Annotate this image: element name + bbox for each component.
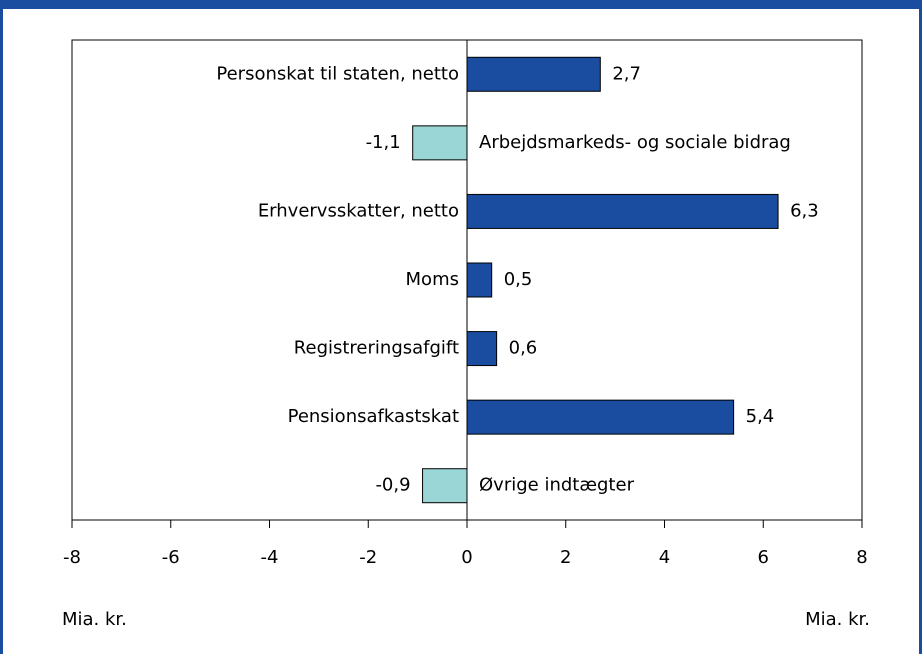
bar <box>466 193 779 229</box>
value-label: -1,1 <box>366 132 401 153</box>
frame-right <box>919 0 922 654</box>
bar <box>466 399 735 435</box>
value-label: 2,7 <box>612 63 641 84</box>
x-tick-label: 8 <box>856 547 867 568</box>
frame-top <box>0 0 922 9</box>
value-label: -0,9 <box>375 475 410 496</box>
x-tick-label: -8 <box>63 547 81 568</box>
x-tick-label: -6 <box>162 547 180 568</box>
bar <box>466 331 498 367</box>
value-label: 0,6 <box>509 338 538 359</box>
bar <box>422 468 468 504</box>
bar <box>466 262 493 298</box>
value-label: 5,4 <box>746 406 775 427</box>
axis-label-right: Mia. kr. <box>805 609 870 630</box>
frame-left <box>0 0 3 654</box>
category-label: Erhvervsskatter, netto <box>258 200 459 221</box>
x-tick-label: 4 <box>659 547 670 568</box>
category-label: Arbejdsmarkeds- og sociale bidrag <box>479 132 791 153</box>
bar <box>412 125 468 161</box>
category-label: Registreringsafgift <box>294 338 459 359</box>
value-label: 0,5 <box>504 269 533 290</box>
category-label: Moms <box>406 269 459 290</box>
x-tick-label: -4 <box>261 547 279 568</box>
value-label: 6,3 <box>790 200 819 221</box>
x-tick-label: 6 <box>758 547 769 568</box>
category-label: Øvrige indtægter <box>479 475 635 496</box>
category-label: Pensionsafkastskat <box>288 406 459 427</box>
category-label: Personskat til staten, netto <box>216 63 459 84</box>
x-tick-label: -2 <box>359 547 377 568</box>
axis-label-left: Mia. kr. <box>62 609 127 630</box>
x-tick-label: 2 <box>560 547 571 568</box>
bar <box>466 56 601 92</box>
x-tick-label: 0 <box>461 547 472 568</box>
